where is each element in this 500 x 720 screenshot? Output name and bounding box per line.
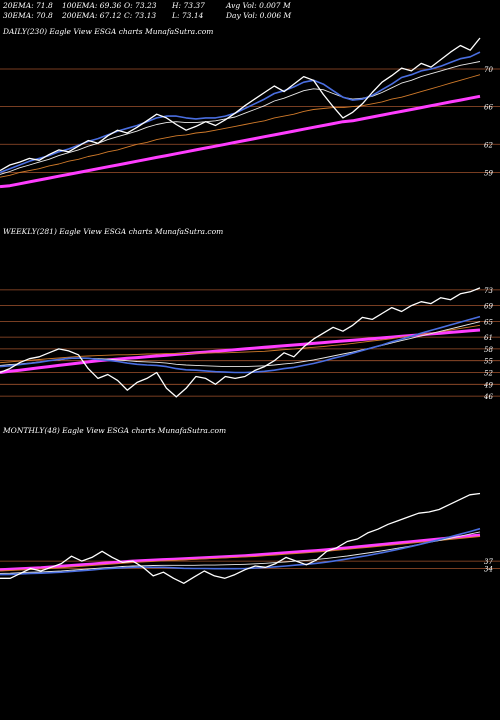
header-day-vol: Day Vol: 0.006 M xyxy=(226,11,292,20)
weekly-ema30-line xyxy=(0,321,481,368)
header-low: L: 73.14 xyxy=(172,11,204,20)
header-30ema: 30EMA: 70.8 xyxy=(3,11,53,20)
daily-panel: DAILY(230) Eagle View ESGA charts Munafa… xyxy=(0,27,500,189)
monthly-level-label-37: 37 xyxy=(484,558,493,566)
weekly-level-label-73: 73 xyxy=(484,287,493,295)
daily-ema100-line xyxy=(0,74,481,178)
weekly-ema100-line xyxy=(0,324,481,364)
daily-level-label-70: 70 xyxy=(484,66,493,74)
weekly-level-label-58: 58 xyxy=(484,346,493,354)
monthly-panel: MONTHLY(48) Eagle View ESGA charts Munaf… xyxy=(0,426,500,584)
weekly-ema200-line xyxy=(0,328,481,374)
header-100ema: 100EMA: 69.36 xyxy=(62,1,122,10)
monthly-title: MONTHLY(48) Eagle View ESGA charts Munaf… xyxy=(2,426,226,435)
weekly-price-line xyxy=(0,287,481,398)
daily-price-line xyxy=(0,37,481,172)
weekly-level-label-61: 61 xyxy=(484,334,493,342)
weekly-level-label-65: 65 xyxy=(484,318,493,326)
weekly-panel: WEEKLY(281) Eagle View ESGA charts Munaf… xyxy=(0,227,500,401)
daily-ema200-line xyxy=(0,94,481,189)
monthly-ema30-line xyxy=(0,531,481,574)
weekly-level-label-69: 69 xyxy=(484,303,493,311)
daily-level-label-66: 66 xyxy=(484,104,493,112)
weekly-level-label-46: 46 xyxy=(483,393,493,401)
monthly-ema100-line xyxy=(0,536,481,572)
monthly-ema20-line xyxy=(0,527,481,576)
header-20ema: 20EMA: 71.8 xyxy=(3,1,53,10)
daily-level-label-59: 59 xyxy=(484,169,493,177)
monthly-level-label-34: 34 xyxy=(484,566,493,574)
daily-ema30-line xyxy=(0,61,481,175)
header-open: O: 73.23 xyxy=(124,1,157,10)
weekly-title: WEEKLY(281) Eagle View ESGA charts Munaf… xyxy=(3,227,223,236)
header-avg-vol: Avg Vol: 0.007 M xyxy=(226,1,291,10)
weekly-level-label-55: 55 xyxy=(484,358,493,366)
header-high: H: 73.37 xyxy=(172,1,205,10)
daily-title: DAILY(230) Eagle View ESGA charts Munafa… xyxy=(2,27,213,36)
monthly-ema200-line xyxy=(0,533,481,572)
weekly-level-label-52: 52 xyxy=(484,370,493,378)
header-200ema: 200EMA: 67.12 xyxy=(62,11,122,20)
daily-level-label-62: 62 xyxy=(484,141,493,149)
weekly-level-label-49: 49 xyxy=(483,381,493,389)
header-close: C: 73.13 xyxy=(124,11,157,20)
monthly-price-line xyxy=(0,492,481,584)
